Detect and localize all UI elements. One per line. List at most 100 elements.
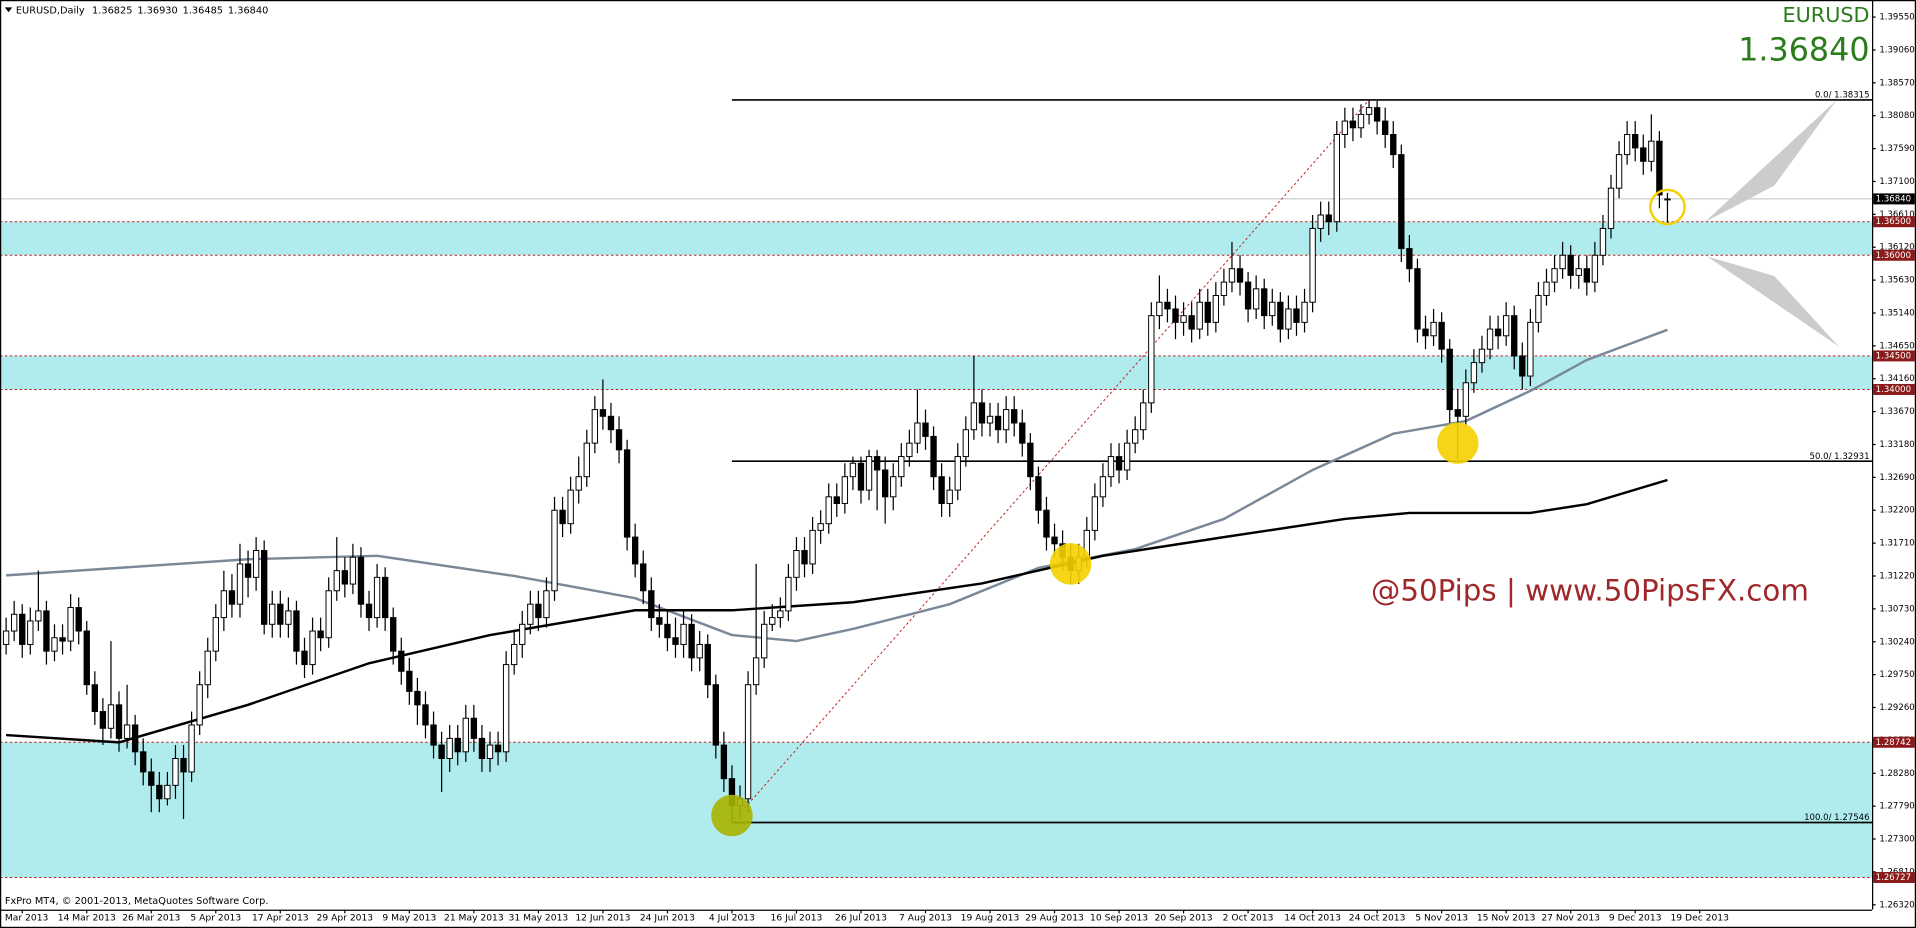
y-tick-label: 1.35630 bbox=[1879, 276, 1914, 286]
candle-body bbox=[1357, 113, 1365, 129]
candle-body bbox=[293, 610, 300, 652]
x-tick-label: 24 Jun 2013 bbox=[640, 913, 695, 924]
header-close: 1.36840 bbox=[228, 5, 268, 16]
candle-body bbox=[1470, 362, 1478, 384]
candle-body bbox=[849, 462, 857, 478]
y-tick-label: 1.32690 bbox=[1879, 473, 1914, 483]
candle-body bbox=[470, 717, 478, 739]
candle-body bbox=[1365, 107, 1373, 115]
candle-body bbox=[454, 737, 461, 753]
candle-body bbox=[1511, 315, 1518, 357]
candle-body bbox=[1180, 315, 1187, 323]
candle-body bbox=[180, 758, 187, 773]
candle-body bbox=[1390, 134, 1397, 156]
x-tick-label: 17 Apr 2013 bbox=[252, 913, 309, 924]
candle-body bbox=[1406, 248, 1413, 270]
candle-body bbox=[946, 489, 953, 505]
candle-body bbox=[236, 563, 244, 605]
x-tick-label: 14 Mar 2013 bbox=[58, 913, 116, 924]
header-low: 1.36485 bbox=[183, 5, 223, 16]
header-open: 1.36825 bbox=[92, 5, 132, 16]
y-tick-label: 1.38570 bbox=[1879, 78, 1914, 88]
zone-price-label: 1.26727 bbox=[1876, 873, 1911, 883]
x-tick-label: 26 Jul 2013 bbox=[835, 913, 887, 924]
x-tick-label: 14 Oct 2013 bbox=[1284, 913, 1341, 924]
candle-body bbox=[285, 610, 292, 625]
fib-level-label: 50.0/ 1.32931 bbox=[1810, 452, 1870, 462]
candle-body bbox=[1261, 288, 1268, 317]
candle-body bbox=[599, 409, 607, 417]
symbol-title: EURUSD bbox=[1782, 3, 1869, 27]
last-price-box bbox=[1873, 193, 1915, 205]
candle-body bbox=[1043, 509, 1050, 538]
candle-body bbox=[1591, 254, 1599, 283]
x-tick-label: 12 Jun 2013 bbox=[575, 913, 630, 924]
candle-body bbox=[1349, 120, 1357, 129]
candle-body bbox=[841, 476, 849, 505]
candle-body bbox=[1011, 409, 1018, 424]
x-tick-label: 19 Aug 2013 bbox=[961, 913, 1020, 924]
candle-body bbox=[10, 613, 18, 632]
highlight-circle bbox=[711, 794, 753, 837]
candle-body bbox=[744, 684, 752, 800]
candle-body bbox=[261, 550, 268, 625]
y-tick-label: 1.30240 bbox=[1879, 637, 1914, 647]
candle-body bbox=[648, 590, 655, 619]
candle-body bbox=[430, 724, 437, 746]
candle-body bbox=[631, 536, 639, 565]
candle-body bbox=[1301, 301, 1308, 323]
candle-body bbox=[43, 610, 50, 652]
candle-body bbox=[535, 603, 542, 619]
candle-body bbox=[1543, 281, 1550, 297]
candle-body bbox=[615, 429, 623, 451]
candle-body bbox=[1575, 268, 1582, 276]
x-tick-label: 24 Oct 2013 bbox=[1349, 913, 1406, 924]
x-tick-label: 5 Nov 2013 bbox=[1415, 913, 1468, 924]
candle-body bbox=[720, 744, 728, 780]
candle-body bbox=[1325, 214, 1332, 223]
candle-body bbox=[99, 711, 107, 729]
y-tick-label: 1.26320 bbox=[1879, 900, 1914, 910]
candle-body bbox=[575, 476, 582, 491]
candle-body bbox=[1519, 355, 1526, 377]
candle-body bbox=[543, 590, 550, 619]
candle-body bbox=[1478, 348, 1486, 364]
candle-body bbox=[131, 724, 139, 753]
candle-body bbox=[196, 684, 203, 726]
arrow-up-wedge bbox=[1704, 100, 1837, 223]
candle-body bbox=[1123, 442, 1131, 471]
y-tick-label: 1.35140 bbox=[1879, 308, 1914, 318]
candle-body bbox=[1656, 140, 1663, 196]
candle-body bbox=[583, 442, 590, 478]
y-tick-label: 1.37590 bbox=[1879, 144, 1914, 154]
candle-body bbox=[1615, 154, 1623, 189]
candle-body bbox=[994, 415, 1002, 431]
candle-body bbox=[696, 643, 703, 659]
candle-body bbox=[486, 744, 494, 759]
candle-body bbox=[494, 744, 502, 753]
candle-body bbox=[140, 751, 147, 773]
x-tick-label: 31 May 2013 bbox=[509, 913, 569, 924]
x-tick-label: 21 May 2013 bbox=[444, 913, 504, 924]
candle-body bbox=[898, 456, 905, 478]
candle-body bbox=[1051, 536, 1058, 545]
y-tick-label: 1.33670 bbox=[1879, 407, 1914, 417]
y-tick-label: 1.36610 bbox=[1879, 210, 1914, 220]
candle-body bbox=[373, 576, 381, 619]
zone-price-box bbox=[1873, 249, 1915, 261]
candle-body bbox=[1244, 281, 1252, 310]
candle-body bbox=[559, 509, 566, 525]
candle-body bbox=[67, 607, 74, 642]
header: EURUSD,Daily 1.36825 1.36930 1.36485 1.36840 bbox=[16, 5, 268, 16]
candle-body bbox=[1502, 315, 1510, 337]
candle-body bbox=[35, 610, 42, 622]
candle-body bbox=[873, 456, 881, 471]
candle-body bbox=[1454, 409, 1461, 417]
candle-body bbox=[1607, 187, 1615, 229]
y-tick-label: 1.27300 bbox=[1879, 835, 1914, 845]
y-tick-label: 1.31710 bbox=[1879, 539, 1914, 549]
candle-body bbox=[1438, 321, 1445, 350]
candle-body bbox=[1422, 328, 1429, 337]
x-tick-label: 10 Sep 2013 bbox=[1090, 913, 1148, 924]
